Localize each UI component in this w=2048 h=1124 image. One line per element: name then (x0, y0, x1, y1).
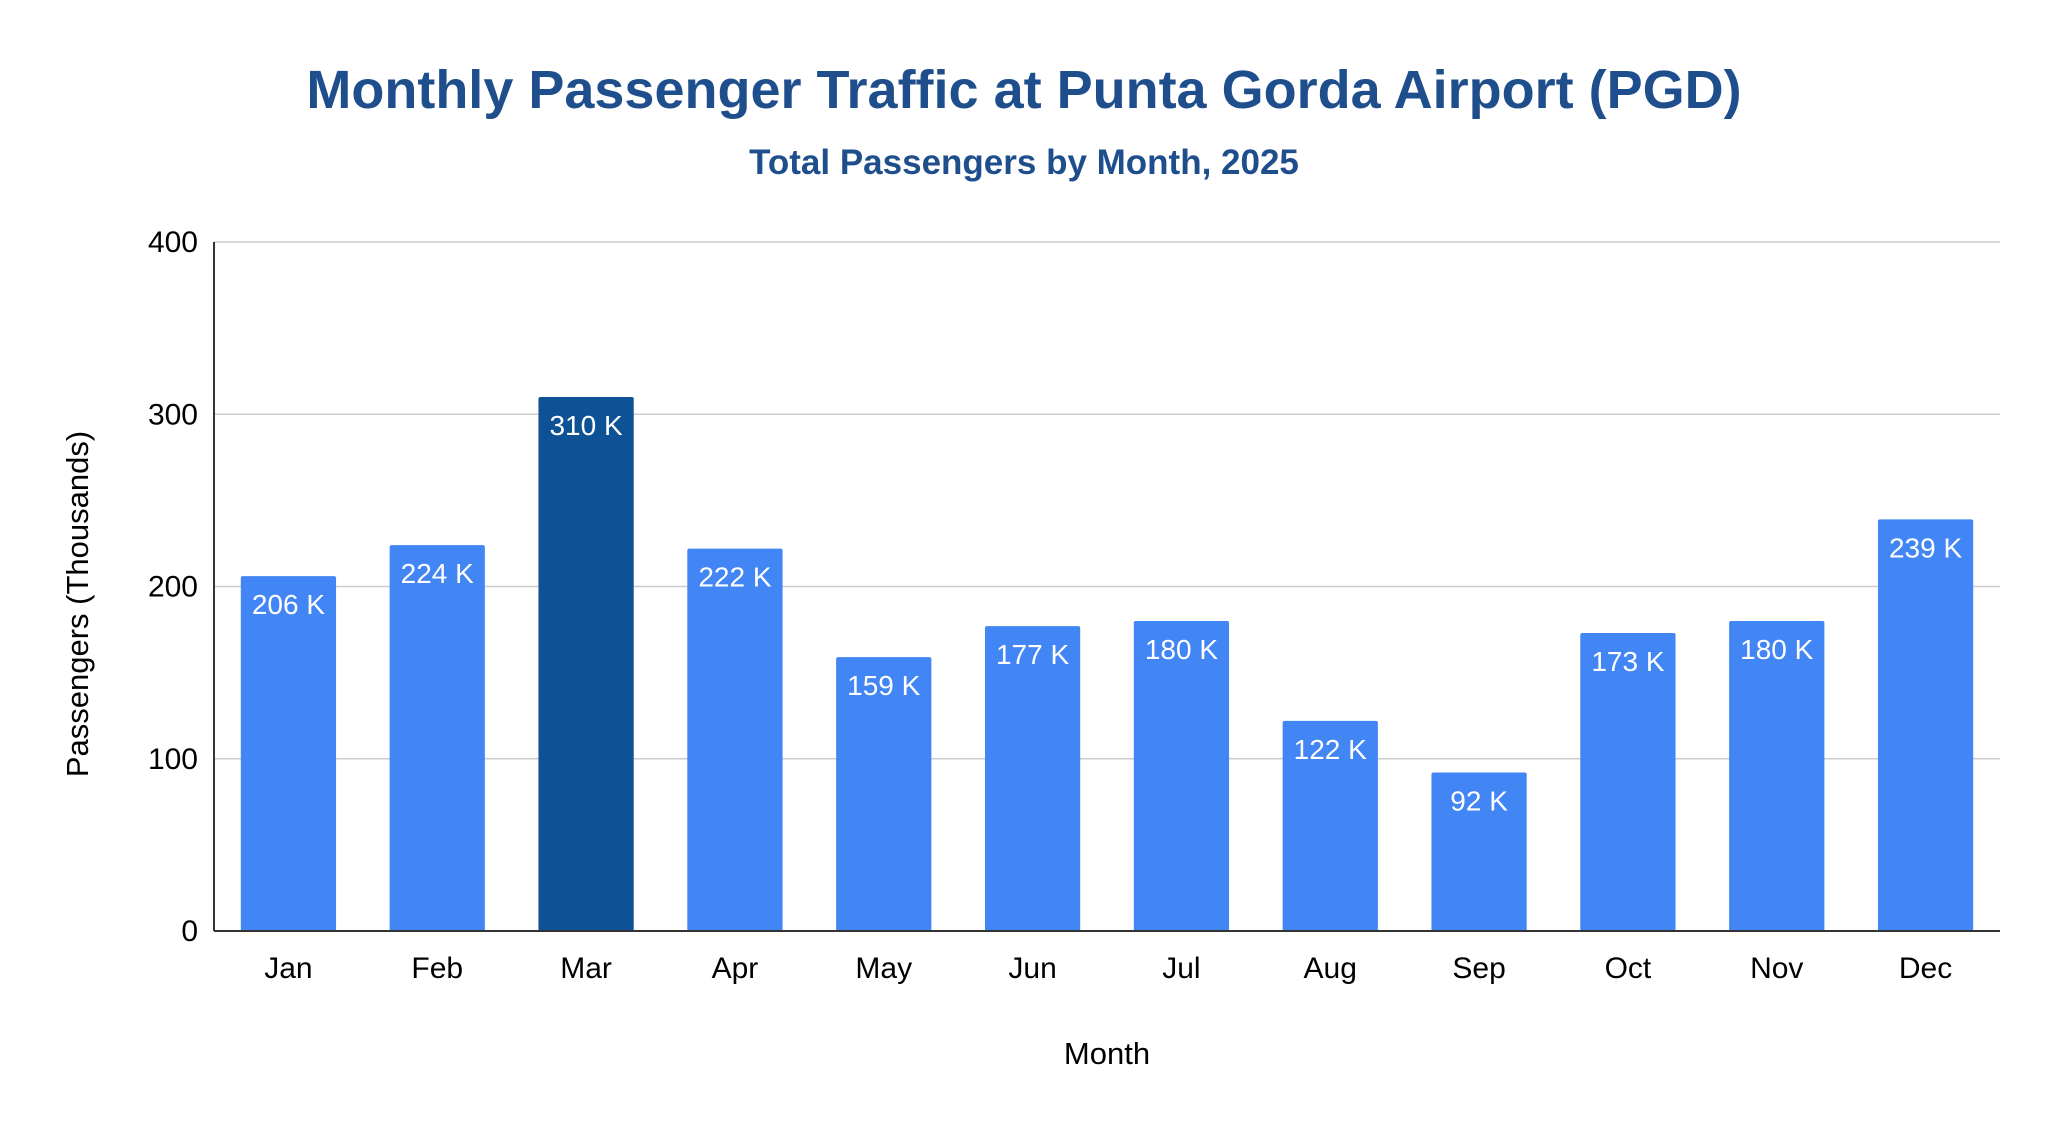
bars (240, 397, 1974, 931)
y-axis-title: Passengers (Thousands) (60, 431, 95, 777)
bar-aug (1282, 720, 1378, 931)
x-tick-label: Jul (1162, 952, 1200, 985)
bar-mar (538, 397, 634, 931)
x-tick-label: May (855, 952, 912, 985)
bar-jul (1133, 620, 1230, 931)
data-label: 222 K (698, 562, 771, 593)
data-label: 239 K (1889, 532, 1962, 563)
x-tick-label: Feb (411, 952, 463, 985)
bar-jan (240, 576, 337, 931)
chart-subtitle: Total Passengers by Month, 2025 (749, 143, 1299, 182)
gridlines (214, 241, 2000, 760)
data-label: 159 K (847, 670, 920, 701)
bar-oct (1580, 633, 1676, 931)
data-labels: 206 K 224 K 310 K 222 K 159 K 177 K 180 K 122 K… (252, 410, 1963, 817)
bar-nov (1729, 620, 1825, 931)
data-label: 173 K (1591, 646, 1664, 677)
x-tick-label: Nov (1750, 952, 1803, 985)
bar-may (836, 657, 932, 931)
y-tick-label: 400 (148, 226, 198, 259)
bar-apr (687, 548, 783, 931)
x-tick-label: Apr (712, 952, 759, 985)
x-axis-title: Month (1064, 1036, 1150, 1071)
data-label: 92 K (1450, 786, 1508, 817)
x-tick-label: Aug (1304, 952, 1357, 985)
y-tick-label: 300 (148, 398, 198, 431)
chart-title: Monthly Passenger Traffic at Punta Gorda… (306, 60, 1741, 120)
x-axis-ticks: Jan Feb Mar Apr May Jun Jul Aug Sep Oct Nov Dec (264, 952, 1952, 985)
data-label: 180 K (1740, 634, 1813, 665)
bar-sep (1431, 772, 1527, 931)
x-tick-label: Jan (264, 952, 312, 985)
x-tick-label: Jun (1008, 952, 1056, 985)
data-label: 122 K (1294, 734, 1367, 765)
bar-feb (389, 545, 485, 931)
data-label: 177 K (996, 639, 1069, 670)
x-tick-label: Mar (560, 952, 612, 985)
bar-dec (1877, 519, 1974, 931)
y-tick-label: 100 (148, 743, 198, 776)
x-tick-label: Dec (1899, 952, 1952, 985)
data-label: 310 K (549, 410, 622, 441)
x-tick-label: Sep (1452, 952, 1505, 985)
bar-jun (984, 626, 1081, 931)
data-label: 206 K (252, 589, 325, 620)
data-label: 224 K (401, 558, 474, 589)
y-axis-ticks: 0 100 200 300 400 (148, 226, 198, 948)
data-label: 180 K (1145, 634, 1218, 665)
y-tick-label: 200 (148, 571, 198, 604)
y-tick-label: 0 (181, 915, 198, 948)
x-tick-label: Oct (1605, 952, 1652, 985)
